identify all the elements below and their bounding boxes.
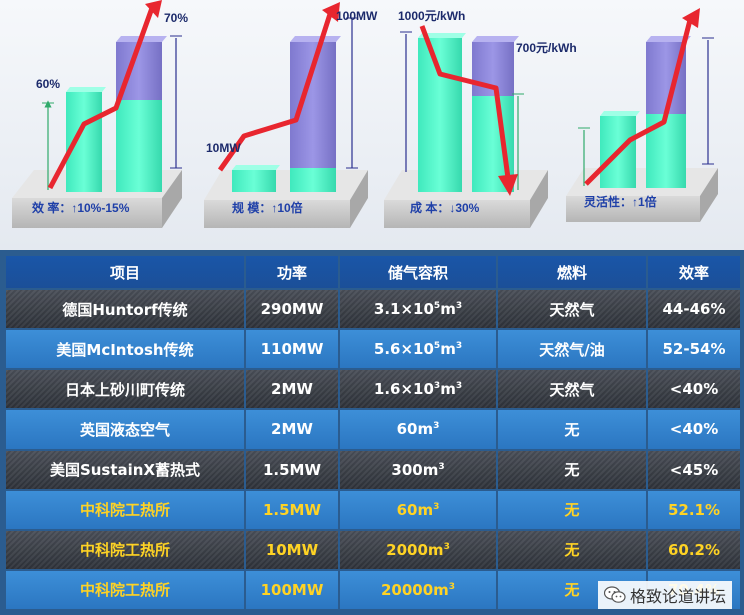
cell-volume: 3.1×105m3 [340, 290, 496, 329]
cell-efficiency: <40% [648, 370, 740, 409]
table-row-highlight: 中科院工热所 10MW 2000m3 无 60.2% [6, 530, 740, 569]
cell-fuel: 无 [498, 450, 646, 489]
scale-trend-arrow [217, 13, 333, 172]
header-power: 功率 [246, 256, 338, 288]
cell-efficiency: 44-46% [648, 290, 740, 329]
cell-fuel: 天然气 [498, 290, 646, 329]
cell-power: 2MW [246, 370, 338, 409]
cell-project: 美国SustainX蓄热式 [6, 450, 244, 489]
efficiency-label: 效 率：↑10%-15% [32, 200, 130, 215]
cell-volume: 60m3 [340, 410, 496, 449]
cell-efficiency: <45% [648, 450, 740, 489]
cell-volume: 2000m3 [340, 530, 496, 569]
table-row-highlight: 中科院工热所 1.5MW 60m3 无 52.1% [6, 490, 740, 529]
scale-value-low: 10MW [206, 141, 241, 155]
cell-project: 英国液态空气 [6, 410, 244, 449]
table-row: 日本上砂川町传统 2MW 1.6×103m3 天然气 <40% [6, 370, 740, 409]
efficiency-base-side [162, 170, 182, 228]
efficiency-bar-low [66, 92, 102, 192]
cell-efficiency: 52.1% [648, 490, 740, 529]
cell-fuel: 无 [498, 410, 646, 449]
table-header-row: 项目 功率 储气容积 燃料 效率 [6, 256, 740, 288]
table-row: 美国McIntosh传统 110MW 5.6×105m3 天然气/油 52-54… [6, 330, 740, 369]
watermark: 格致论道讲坛 [597, 581, 732, 609]
scale-label: 规 模：↑10倍 [232, 200, 303, 215]
flexibility-trend-arrow [584, 19, 693, 186]
cell-power: 10MW [246, 530, 338, 569]
header-efficiency: 效率 [648, 256, 740, 288]
header-volume: 储气容积 [340, 256, 496, 288]
cell-volume: 60m3 [340, 490, 496, 529]
comparison-graphic: 60% 70% 效 率：↑10%-15% 10MW 100MW 规 模：↑10倍 [0, 0, 744, 250]
cell-project: 美国McIntosh传统 [6, 330, 244, 369]
cost-bar-high [418, 38, 462, 192]
header-project: 项目 [6, 256, 244, 288]
scale-panel: 10MW 100MW 规 模：↑10倍 [204, 2, 378, 228]
cell-power: 2MW [246, 410, 338, 449]
table-row: 美国SustainX蓄热式 1.5MW 300m3 无 <45% [6, 450, 740, 489]
cell-fuel: 无 [498, 490, 646, 529]
cost-value-low: 700元/kWh [516, 41, 577, 55]
cost-value-high: 1000元/kWh [398, 9, 465, 23]
header-fuel: 燃料 [498, 256, 646, 288]
cell-power: 1.5MW [246, 490, 338, 529]
cell-efficiency: 60.2% [648, 530, 740, 569]
cell-volume: 300m3 [340, 450, 496, 489]
cost-panel: 1000元/kWh 700元/kWh 成 本：↓30% [384, 9, 577, 228]
cell-project: 日本上砂川町传统 [6, 370, 244, 409]
efficiency-panel: 60% 70% 效 率：↑10%-15% [12, 0, 188, 228]
comparison-table: 项目 功率 储气容积 燃料 效率 德国Huntorf传统 290MW 3.1×1… [4, 254, 742, 611]
cell-volume: 20000m3 [340, 570, 496, 609]
table-row: 德国Huntorf传统 290MW 3.1×105m3 天然气 44-46% [6, 290, 740, 329]
scale-bar-low [232, 170, 276, 192]
cell-power: 110MW [246, 330, 338, 369]
comparison-graphic-svg: 60% 70% 效 率：↑10%-15% 10MW 100MW 规 模：↑10倍 [12, 0, 718, 228]
cell-power: 1.5MW [246, 450, 338, 489]
cell-efficiency: 52-54% [648, 330, 740, 369]
table-row: 英国液态空气 2MW 60m3 无 <40% [6, 410, 740, 449]
cell-project: 中科院工热所 [6, 570, 244, 609]
cell-efficiency: <40% [648, 410, 740, 449]
cell-power: 100MW [246, 570, 338, 609]
efficiency-base-front [12, 198, 162, 228]
cell-project: 中科院工热所 [6, 530, 244, 569]
cost-trend-arrow [419, 25, 511, 179]
cell-fuel: 天然气 [498, 370, 646, 409]
cell-fuel: 天然气/油 [498, 330, 646, 369]
cost-label: 成 本：↓30% [410, 200, 480, 215]
efficiency-bar-high-base [116, 100, 162, 192]
flexibility-label: 灵活性：↑1倍 [584, 194, 657, 209]
wechat-icon [603, 586, 626, 603]
flexibility-bar-high-base [646, 114, 686, 188]
flexibility-panel: 灵活性：↑1倍 [566, 8, 718, 222]
efficiency-value-high: 70% [164, 11, 188, 25]
cell-volume: 1.6×103m3 [340, 370, 496, 409]
cell-volume: 5.6×105m3 [340, 330, 496, 369]
scale-bar-high-base [290, 168, 336, 192]
cell-fuel: 无 [498, 530, 646, 569]
scale-value-high: 100MW [336, 9, 378, 23]
watermark-text: 格致论道讲坛 [629, 587, 726, 606]
cell-project: 中科院工热所 [6, 490, 244, 529]
comparison-table-area: 项目 功率 储气容积 燃料 效率 德国Huntorf传统 290MW 3.1×1… [0, 250, 744, 615]
efficiency-trend-arrow [47, 7, 155, 190]
efficiency-value-low: 60% [36, 77, 60, 91]
cell-power: 290MW [246, 290, 338, 329]
cell-project: 德国Huntorf传统 [6, 290, 244, 329]
